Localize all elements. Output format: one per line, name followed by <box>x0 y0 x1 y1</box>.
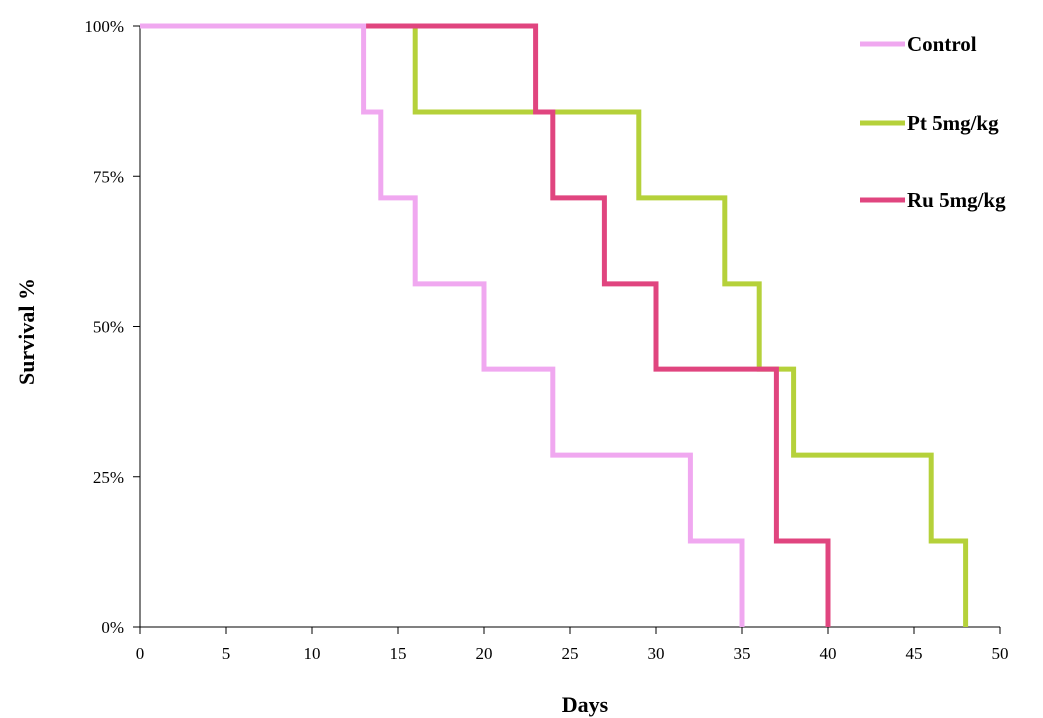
y-tick-label: 50% <box>93 318 124 337</box>
x-tick-label: 45 <box>906 644 923 663</box>
axes <box>139 26 1000 628</box>
series-lines <box>140 23 969 627</box>
legend-label-ru-5mg-kg: Ru 5mg/kg <box>907 188 1006 212</box>
x-tick-label: 0 <box>136 644 145 663</box>
x-tick-label: 15 <box>390 644 407 663</box>
x-tick-label: 40 <box>820 644 837 663</box>
series-line-control <box>140 23 745 627</box>
legend-label-pt-5mg-kg: Pt 5mg/kg <box>907 111 999 135</box>
x-axis-title: Days <box>562 692 609 717</box>
x-tick-label: 50 <box>992 644 1009 663</box>
y-tick-label: 75% <box>93 167 124 186</box>
legend-label-control: Control <box>907 32 977 56</box>
x-tick-label: 25 <box>562 644 579 663</box>
legend: Control Pt 5mg/kg Ru 5mg/kg <box>860 32 1006 212</box>
x-tick-label: 30 <box>648 644 665 663</box>
x-tick-label: 5 <box>222 644 231 663</box>
y-axis-ticks: 0% 25% 50% 75% 100% <box>84 17 140 637</box>
x-tick-label: 10 <box>304 644 321 663</box>
series-line-ru-5mg-kg <box>140 23 831 627</box>
x-axis-ticks: 0 5 10 15 20 25 30 35 40 45 50 <box>136 627 1009 663</box>
y-tick-label: 100% <box>84 17 124 36</box>
series-line-pt-5mg-kg <box>140 23 969 627</box>
x-tick-label: 20 <box>476 644 493 663</box>
x-tick-label: 35 <box>734 644 751 663</box>
y-tick-label: 25% <box>93 468 124 487</box>
y-tick-label: 0% <box>101 618 124 637</box>
y-axis-title: Survival % <box>14 278 39 385</box>
